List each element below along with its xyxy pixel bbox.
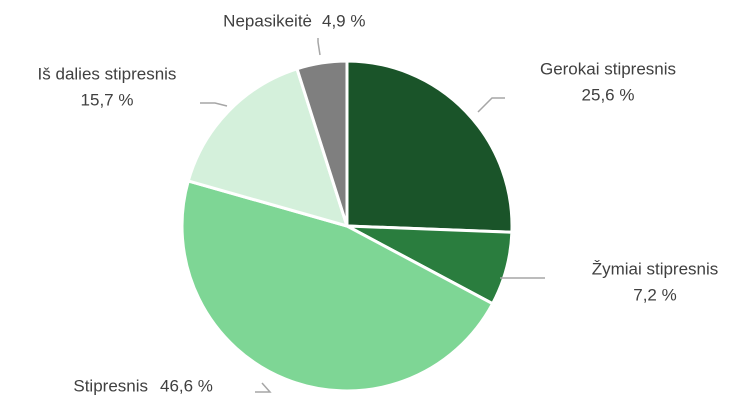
slice-label: Nepasikeitė xyxy=(223,11,312,30)
leader-line xyxy=(317,38,321,56)
leader-line xyxy=(477,97,505,113)
pie-slice xyxy=(180,179,495,393)
slice-label: Iš dalies stipresnis xyxy=(38,64,177,83)
leader-line xyxy=(200,102,228,107)
slice-value-label: 46,6 % xyxy=(160,376,213,395)
pie-slice xyxy=(345,59,514,234)
leader-line xyxy=(255,382,272,393)
slice-label: Gerokai stipresnis xyxy=(540,59,676,78)
slice-value-label: 4,9 % xyxy=(322,11,365,30)
pie-slice xyxy=(186,66,350,229)
slice-value-label: 25,6 % xyxy=(582,85,635,104)
slice-value-label: 7,2 % xyxy=(633,285,676,304)
slice-label: Stipresnis xyxy=(73,376,148,395)
pie-slice xyxy=(295,59,349,227)
slice-label: Žymiai stipresnis xyxy=(592,259,719,278)
slice-value-label: 15,7 % xyxy=(81,90,134,109)
